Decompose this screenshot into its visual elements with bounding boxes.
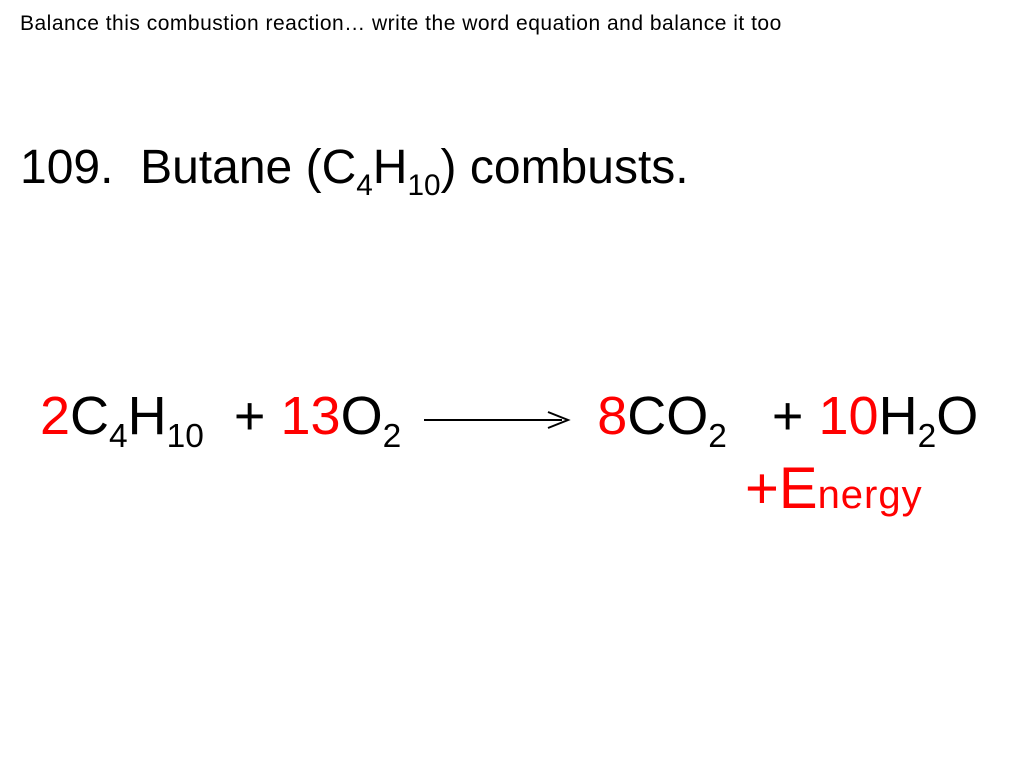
problem-verb: combusts. bbox=[470, 141, 689, 194]
coef-3: 8 bbox=[597, 386, 627, 446]
instruction-text: Balance this combustion reaction… write … bbox=[20, 12, 782, 36]
formula-sub-4: 4 bbox=[356, 169, 373, 202]
compound-name: Butane bbox=[140, 141, 292, 194]
formula-sub-10: 10 bbox=[407, 169, 440, 202]
open-paren: ( bbox=[306, 141, 322, 194]
product1-sub2: 2 bbox=[708, 418, 727, 455]
coef-2: 13 bbox=[280, 386, 340, 446]
slide: Balance this combustion reaction… write … bbox=[0, 0, 1024, 768]
energy-plus: + bbox=[745, 456, 779, 521]
energy-rest: nergy bbox=[818, 473, 923, 517]
product2-h: H bbox=[879, 386, 918, 446]
balanced-equation: 2C4H10 + 13O2 8CO2 + 10H2O bbox=[40, 385, 978, 455]
problem-number: 109. bbox=[20, 141, 113, 194]
reactant1-sub4: 4 bbox=[109, 418, 128, 455]
reactant2-sub2: 2 bbox=[383, 418, 402, 455]
plus-1: + bbox=[234, 386, 266, 446]
formula-h: H bbox=[373, 141, 408, 194]
reaction-arrow-icon bbox=[422, 409, 572, 431]
formula-c: C bbox=[322, 141, 357, 194]
energy-label: +Energy bbox=[745, 455, 923, 522]
reactant2-o: O bbox=[341, 386, 383, 446]
problem-statement: 109. Butane (C4H10) combusts. bbox=[20, 140, 689, 202]
plus-2: + bbox=[772, 386, 804, 446]
product2-o: O bbox=[936, 386, 978, 446]
product2-sub2: 2 bbox=[918, 418, 937, 455]
coef-1: 2 bbox=[40, 386, 70, 446]
product1-co: CO bbox=[627, 386, 708, 446]
reactant1-c: C bbox=[70, 386, 109, 446]
energy-cap: E bbox=[779, 456, 818, 521]
close-paren: ) bbox=[441, 141, 470, 194]
reactant1-h: H bbox=[128, 386, 167, 446]
coef-4: 10 bbox=[818, 386, 878, 446]
reactant1-sub10: 10 bbox=[167, 418, 204, 455]
